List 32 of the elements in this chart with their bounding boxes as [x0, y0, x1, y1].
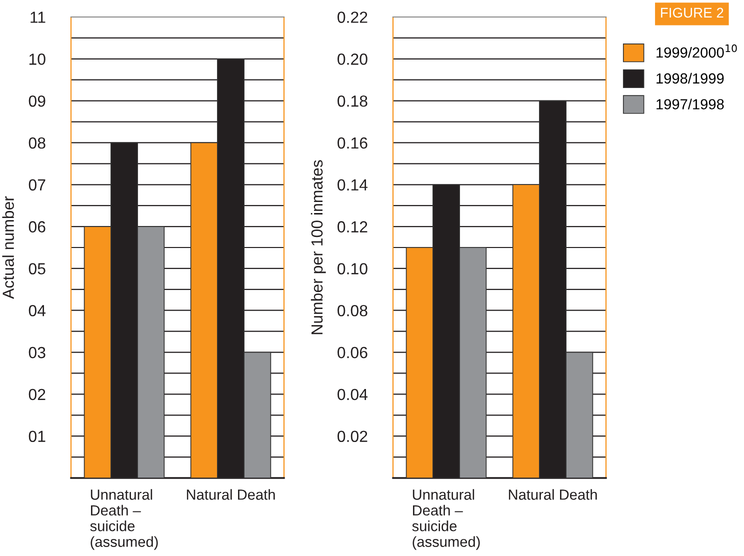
y-tick-label: 0.14 — [338, 179, 368, 191]
legend-label: 1999/2000$^{10}$ — [656, 44, 737, 58]
y-tick-label: 0.16 — [338, 137, 368, 149]
y-tick-label: 0.02 — [338, 430, 368, 442]
x-tick-label: Unnatural Death – suicide (assumed) — [90, 489, 158, 550]
x-tick-label: Natural Death — [508, 489, 597, 500]
y-tick-label: 07 — [28, 179, 46, 191]
y-tick-label: 0.06 — [338, 346, 368, 358]
y-tick-label: 06 — [28, 221, 46, 232]
y-tick-label: 01 — [28, 430, 46, 442]
y-tick-label: 0.10 — [338, 263, 368, 274]
y-axis-title: Number per 100 inmates — [310, 160, 326, 334]
y-tick-label: 04 — [28, 305, 46, 316]
y-tick-label: 0.08 — [338, 305, 368, 316]
y-tick-label: 0.18 — [338, 95, 368, 107]
y-axis-title: Actual number — [2, 196, 14, 299]
legend-label: 1997/1998 — [656, 98, 724, 110]
y-tick-label: 02 — [28, 388, 46, 400]
y-tick-label: 0.22 — [338, 12, 368, 23]
y-tick-label: 10 — [29, 54, 46, 65]
y-tick-label: 11 — [30, 12, 46, 23]
y-tick-label: 0.12 — [338, 221, 368, 232]
y-tick-label: 08 — [28, 137, 46, 149]
y-tick-label: 09 — [28, 95, 46, 107]
x-tick-label: Natural Death — [186, 489, 275, 500]
y-tick-label: 03 — [28, 346, 46, 358]
caption: FIGURE 2 — [661, 8, 724, 18]
y-tick-label: 0.04 — [338, 388, 368, 400]
y-tick-label: 05 — [28, 263, 46, 274]
legend-label: 1998/1999 — [656, 72, 724, 84]
y-tick-label: 0.20 — [338, 54, 368, 65]
x-tick-label: Unnatural Death – suicide (assumed) — [412, 489, 480, 550]
